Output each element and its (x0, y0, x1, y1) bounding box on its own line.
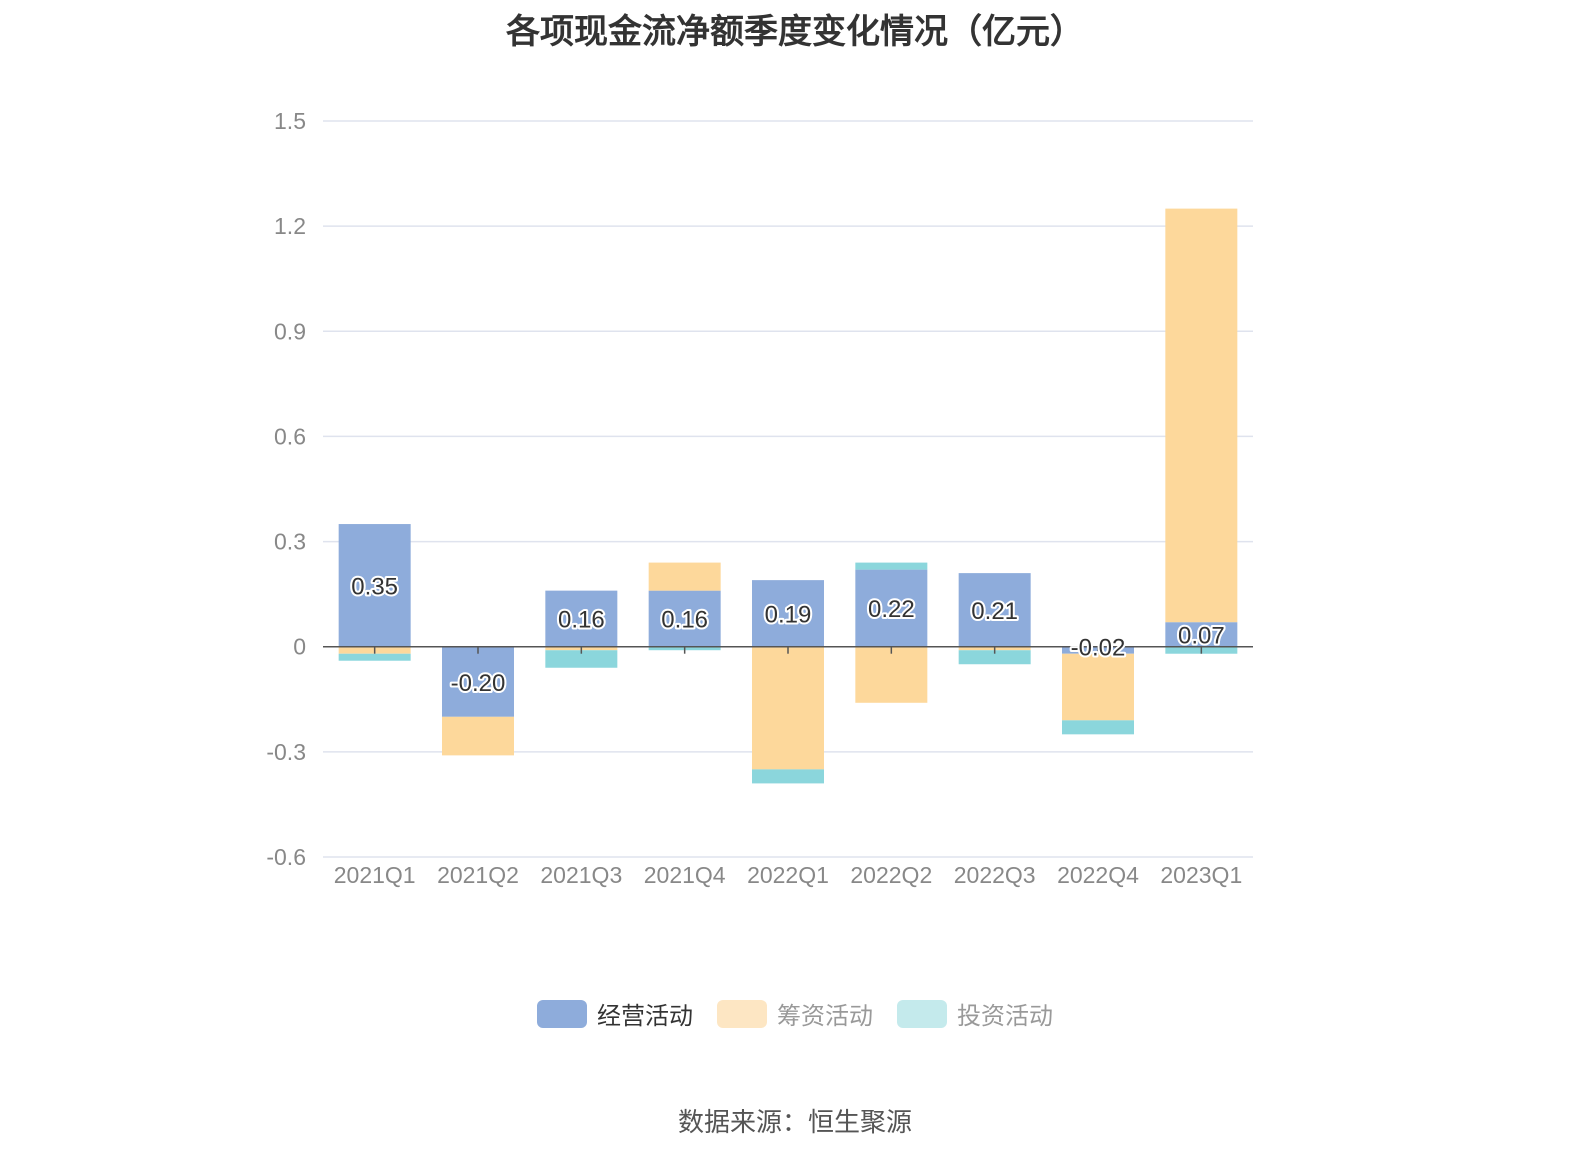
bar-segment[interactable] (648, 562, 721, 591)
bar-segment[interactable] (958, 573, 1031, 647)
axis-layer: 1.5 1.2 0.9 0.6 0.3 0 -0.3 -0.6 2021Q1 2021Q2 2021… (266, 108, 1253, 888)
bar-segment[interactable] (752, 580, 824, 647)
data-label: -0.20 (451, 670, 506, 697)
x-tick-label: 2021Q2 (437, 862, 519, 888)
bar-segment[interactable] (442, 646, 514, 717)
x-tick-label: 2022Q1 (747, 862, 829, 888)
x-tick-label: 2021Q1 (334, 862, 416, 888)
y-tick-label: 0.6 (274, 423, 306, 449)
legend-label: 投资活动 (957, 1002, 1053, 1030)
y-tick-label: -0.3 (266, 739, 306, 765)
legend-item[interactable]: 经营活动 (537, 996, 693, 1031)
bar-segment[interactable] (545, 650, 618, 668)
bar-segment[interactable] (958, 650, 1031, 665)
data-label: -0.02 (1071, 635, 1126, 662)
bar-segment[interactable] (855, 646, 928, 703)
bar-segment[interactable] (1165, 208, 1238, 623)
y-tick-label: 0 (293, 634, 306, 660)
legend-swatch (897, 999, 947, 1028)
bar-segment[interactable] (1062, 653, 1134, 721)
bar-segment[interactable] (752, 769, 824, 784)
x-tick-label: 2023Q1 (1160, 862, 1242, 888)
data-label: 0.19 (765, 601, 812, 628)
bar-segment[interactable] (338, 524, 411, 647)
legend-label: 经营活动 (597, 1002, 693, 1030)
bar-segment[interactable] (855, 562, 928, 570)
bar-segment[interactable] (442, 716, 514, 756)
bar-segment[interactable] (752, 646, 824, 770)
bar-segment[interactable] (855, 569, 928, 647)
source-note: 数据来源：恒生聚源 (677, 1108, 912, 1138)
x-tick-label: 2021Q3 (540, 862, 622, 888)
data-label: 0.35 (351, 573, 398, 600)
data-label: 0.21 (971, 598, 1018, 625)
data-label: 0.07 (1178, 622, 1225, 649)
data-label: 0.22 (868, 596, 915, 623)
x-tick-label: 2022Q3 (954, 862, 1036, 888)
legend-swatch (717, 999, 767, 1028)
y-tick-label: 1.5 (274, 108, 306, 134)
bar-layer (338, 208, 1238, 784)
data-label: 0.16 (661, 607, 708, 634)
bar-segment[interactable] (338, 653, 411, 661)
y-tick-label: -0.6 (266, 844, 306, 870)
legend-item[interactable]: 投资活动 (897, 996, 1053, 1031)
bar-segment[interactable] (545, 590, 618, 647)
bar-segment[interactable] (1165, 622, 1238, 647)
y-tick-label: 0.3 (274, 529, 306, 555)
bar-segment[interactable] (1062, 720, 1134, 735)
data-label: 0.16 (558, 607, 605, 634)
x-tick-label: 2022Q4 (1057, 862, 1139, 888)
label-layer: 0.35 -0.20 0.16 0.16 0.19 0.22 0.21 -0.02 0.07 (349, 571, 1226, 698)
legend-item[interactable]: 筹资活动 (717, 996, 873, 1031)
legend-swatch (537, 999, 587, 1028)
legend: 经营活动 筹资活动 投资活动 (0, 996, 1590, 1031)
y-tick-label: 1.2 (274, 213, 306, 239)
legend-label: 筹资活动 (777, 1002, 873, 1030)
bar-segment[interactable] (648, 590, 721, 647)
chart-title: 各项现金流净额季度变化情况（亿元） (506, 12, 1084, 52)
y-tick-label: 0.9 (274, 318, 306, 344)
x-tick-label: 2022Q2 (850, 862, 932, 888)
x-tick-label: 2021Q4 (644, 862, 726, 888)
